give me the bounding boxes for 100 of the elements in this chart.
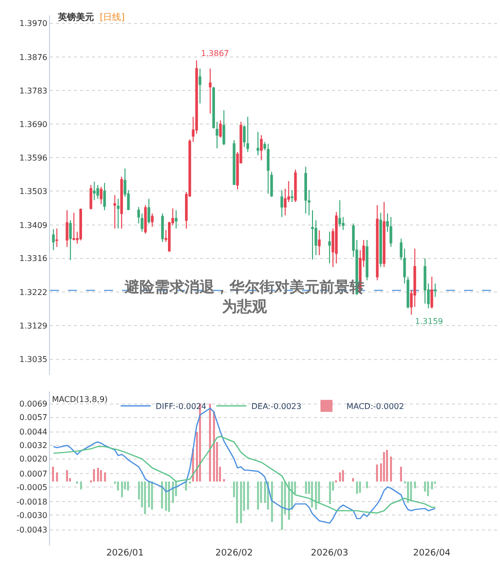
y-tick-label: -0.0018 <box>16 497 48 506</box>
candlestick <box>222 110 226 146</box>
candlestick <box>92 181 96 201</box>
y-tick-label: 1.3783 <box>19 86 48 96</box>
bar <box>339 472 341 482</box>
bar <box>366 481 368 488</box>
bar <box>431 481 433 490</box>
candlestick <box>103 182 106 211</box>
annotation: 1.3867 <box>201 49 229 58</box>
candlestick <box>208 68 212 114</box>
bar <box>213 412 215 482</box>
bar <box>209 404 211 482</box>
candlestick <box>318 230 321 256</box>
candlestick <box>280 190 284 218</box>
y-tick-label: 1.3409 <box>19 220 48 230</box>
bar <box>165 481 167 511</box>
candlestick <box>424 258 426 304</box>
candlestick <box>113 194 116 230</box>
y-tick-label: 1.3129 <box>19 321 48 330</box>
candlestick <box>198 68 202 104</box>
bar <box>185 481 187 490</box>
bar <box>161 481 164 508</box>
bar <box>172 481 174 503</box>
legend-label: MACD:-0.0002 <box>346 402 404 412</box>
bar <box>56 472 58 482</box>
bar <box>148 481 150 508</box>
annotation: 1.3159 <box>415 317 443 326</box>
line-series <box>52 436 436 514</box>
bar <box>356 481 358 494</box>
x-tick-label: 2026/02 <box>215 548 253 559</box>
candlestick <box>161 212 164 242</box>
x-tick-label: 2026/04 <box>413 548 451 559</box>
bar <box>414 481 416 488</box>
y-tick-label: 0.0020 <box>19 454 48 464</box>
bar <box>66 470 68 482</box>
bar <box>117 481 119 490</box>
candlestick <box>328 231 331 264</box>
legend-label: DEA:-0.0023 <box>251 402 302 412</box>
candlestick <box>376 204 379 281</box>
bar <box>386 450 388 482</box>
bar <box>390 456 392 482</box>
y-tick-label: -0.0043 <box>16 526 48 535</box>
bar <box>52 466 54 482</box>
bar <box>121 481 123 498</box>
candlestick <box>232 140 236 186</box>
y-tick-label: 0.0069 <box>19 400 48 409</box>
bar <box>383 452 385 482</box>
bar <box>240 481 242 524</box>
bar <box>288 481 290 520</box>
candlestick <box>366 240 368 281</box>
candlestick <box>148 198 150 224</box>
candlestick <box>66 210 68 248</box>
bar <box>315 481 317 510</box>
candlestick <box>290 190 294 202</box>
x-tick-label: 2026/01 <box>106 548 144 559</box>
bar <box>151 481 153 510</box>
candlestick <box>55 228 58 248</box>
bar <box>352 478 354 482</box>
y-tick-label: 1.3690 <box>19 120 48 129</box>
candlestick <box>150 212 154 228</box>
candlestick <box>390 216 392 248</box>
candlestick <box>382 201 386 268</box>
candlestick <box>256 131 260 156</box>
y-tick-label: 0.0044 <box>19 428 48 437</box>
bar <box>400 466 402 482</box>
candlestick <box>246 116 250 152</box>
bar <box>271 481 273 522</box>
y-tick-label: 1.3596 <box>19 154 48 163</box>
bar <box>281 481 283 530</box>
candlestick <box>270 171 273 198</box>
candlestick <box>72 212 76 241</box>
candlestick <box>260 134 263 161</box>
candlestick <box>379 212 382 268</box>
legend-title: MACD(13,8,9) <box>52 394 108 404</box>
bar <box>104 472 106 482</box>
bar <box>427 481 429 496</box>
y-tick-label: 1.3503 <box>19 186 48 196</box>
chart-subtitle: [日线] <box>100 12 125 23</box>
bar <box>342 470 344 482</box>
candlestick <box>304 166 308 214</box>
bar <box>93 469 95 482</box>
bar <box>144 481 146 514</box>
candlestick <box>219 120 222 138</box>
candlestick <box>311 210 314 260</box>
y-tick-label: 1.3222 <box>19 288 48 297</box>
candlestick <box>266 143 270 194</box>
candlestick <box>120 176 123 230</box>
candlestick <box>144 204 147 234</box>
y-tick-label: -0.0005 <box>16 482 48 492</box>
candlestick <box>434 283 437 298</box>
x-tick-label: 2026/03 <box>310 548 348 559</box>
candlestick <box>96 184 100 200</box>
bar <box>127 481 129 490</box>
bar <box>247 481 249 510</box>
candlestick <box>116 198 120 230</box>
bar <box>236 481 238 524</box>
candlestick <box>294 169 297 202</box>
candlestick <box>338 200 342 228</box>
y-tick-label: -0.0030 <box>16 511 48 520</box>
candlestick <box>430 276 434 309</box>
